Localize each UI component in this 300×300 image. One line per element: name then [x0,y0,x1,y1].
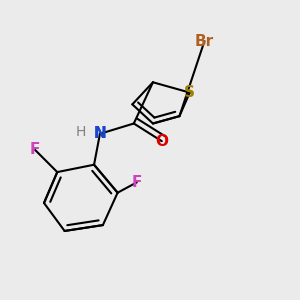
Text: N: N [94,126,106,141]
Text: O: O [155,134,168,149]
Text: F: F [30,142,40,158]
Text: N: N [94,126,106,141]
Text: H: H [76,125,86,139]
Text: S: S [184,85,195,100]
Text: F: F [132,175,142,190]
Text: Br: Br [195,34,214,49]
